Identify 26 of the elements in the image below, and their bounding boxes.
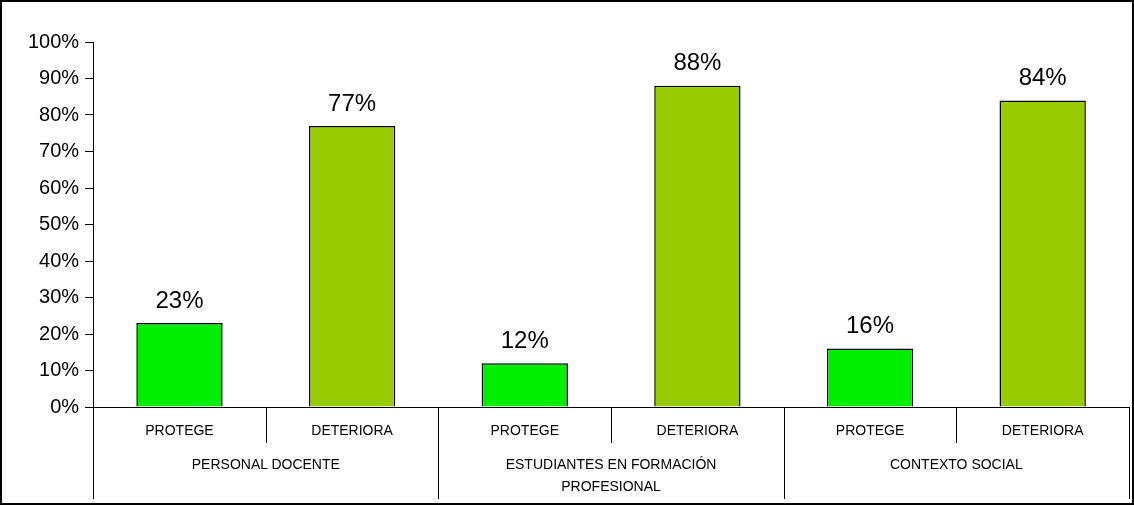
x-tick-label: PROTEGE <box>835 421 905 438</box>
data-label: 88% <box>673 48 722 76</box>
text: PERSONAL DOCENTE <box>191 455 340 472</box>
y-tick-label: 0% <box>50 394 80 417</box>
x-tick-label: DETERIORA <box>311 421 394 438</box>
data-label: 84% <box>1018 63 1067 91</box>
text: CONTEXTO SOCIAL <box>889 455 1023 472</box>
y-tick-label: 20% <box>39 321 80 344</box>
data-label: 23% <box>155 285 204 313</box>
x-tick-label: PROTEGE <box>145 421 214 438</box>
x-tick-label: PROTEGE <box>490 421 559 438</box>
y-tick-label: 70% <box>39 139 80 162</box>
text: ESTUDIANTES EN FORMACIÓN PROFESIONAL <box>505 455 717 494</box>
y-tick-label: 90% <box>39 66 80 89</box>
y-tick-label: 30% <box>39 285 80 308</box>
y-tick-label: 10% <box>39 358 80 381</box>
y-tick-label: 40% <box>39 248 80 271</box>
y-tick-label: 80% <box>39 102 80 125</box>
x-tick-label: DETERIORA <box>1001 421 1085 438</box>
y-tick-label: 50% <box>39 212 80 235</box>
data-label: 12% <box>500 325 549 353</box>
y-tick-label: 60% <box>39 175 80 198</box>
x-tick-label: DETERIORA <box>656 421 739 438</box>
data-label: 77% <box>328 88 377 116</box>
data-label: 16% <box>846 311 895 339</box>
y-tick-label: 100% <box>28 29 80 52</box>
